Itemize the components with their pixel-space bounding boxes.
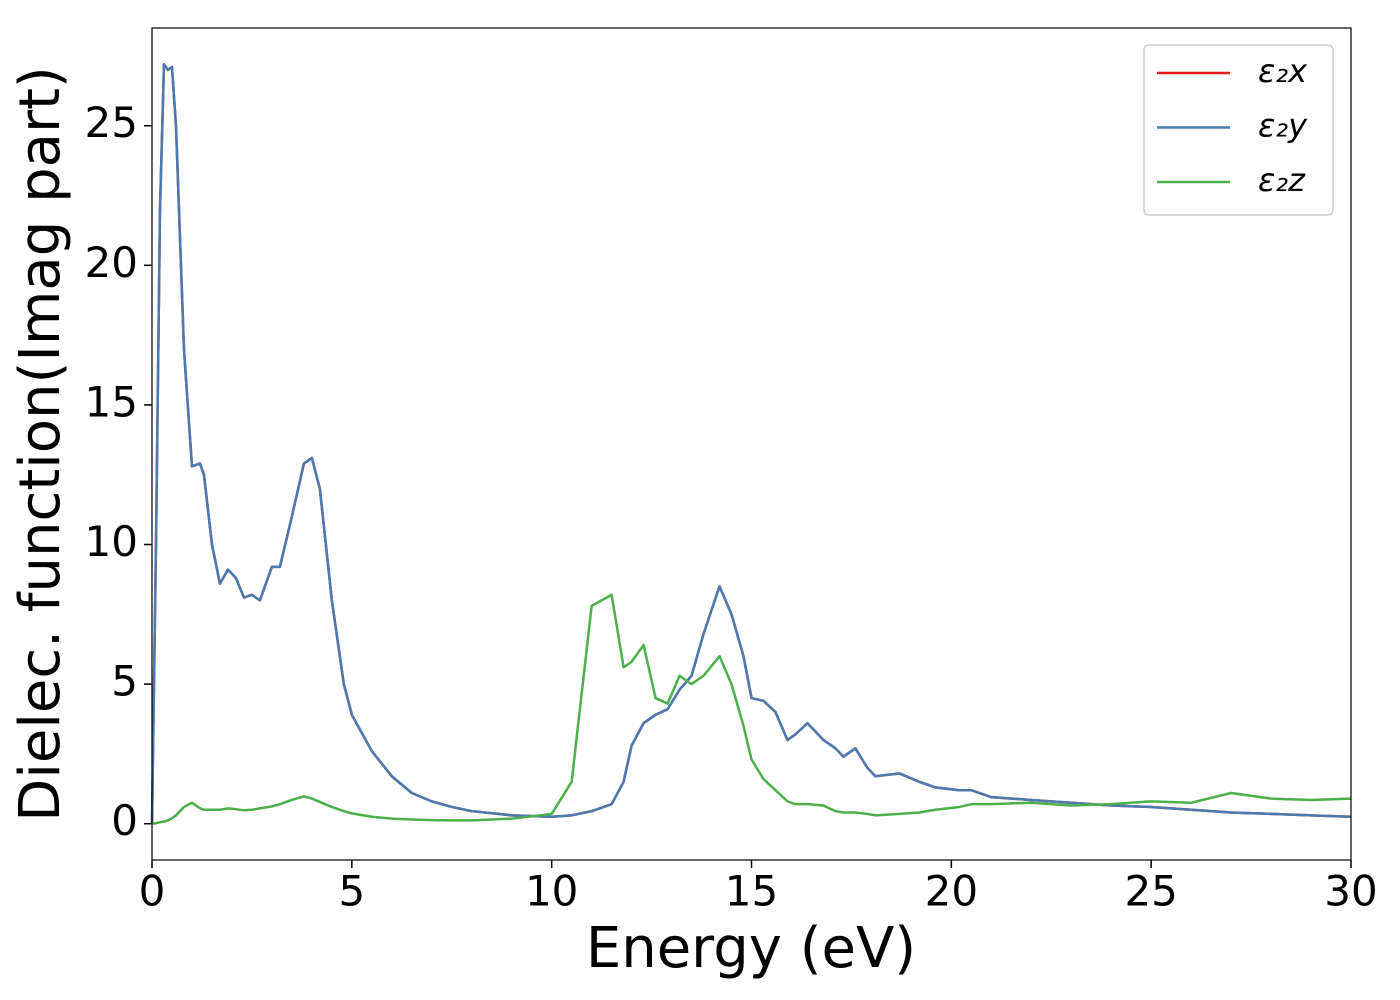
y-tick-label: 20 [85, 238, 138, 287]
y-axis-label: Dielec. function(Imag part) [8, 66, 73, 822]
legend-label: ε₂y [1258, 107, 1308, 145]
x-tick-label: 5 [338, 867, 365, 916]
y-tick-label: 5 [111, 657, 138, 706]
x-tick-label: 20 [925, 867, 978, 916]
x-tick-label: 0 [139, 867, 166, 916]
legend-label: ε₂z [1258, 161, 1306, 199]
legend-box [1143, 44, 1334, 216]
y-tick-label: 25 [85, 98, 138, 147]
y-tick-label: 10 [85, 517, 138, 566]
legend-label: ε₂x [1258, 52, 1308, 90]
y-tick-label: 15 [85, 377, 138, 426]
x-tick-label: 15 [725, 867, 778, 916]
data-line [151, 593, 1352, 825]
x-tick-label: 25 [1124, 867, 1177, 916]
x-tick-label: 30 [1324, 867, 1377, 916]
plot-frame [151, 27, 1352, 861]
x-tick-label: 10 [525, 867, 578, 916]
data-line [150, 63, 1352, 824]
x-axis-label: Energy (eV) [586, 916, 916, 981]
y-tick-label: 0 [111, 796, 138, 845]
